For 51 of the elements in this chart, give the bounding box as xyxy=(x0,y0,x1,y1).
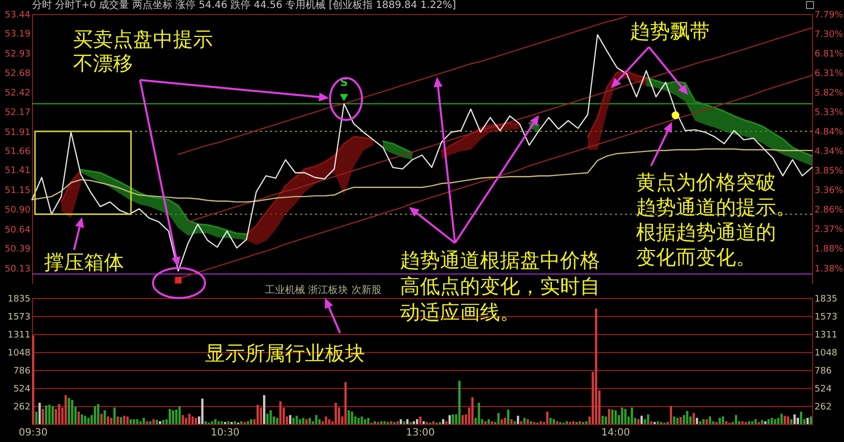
y2-tick-label: 3.36% xyxy=(814,186,844,196)
y2-tick-label: 5.82% xyxy=(814,88,844,98)
y2-tick-label: 1048 xyxy=(814,348,838,359)
y-tick-label: 52.68 xyxy=(4,68,31,79)
y2-tick-label: 1835 xyxy=(814,294,838,304)
y2-tick-label: 4.34% xyxy=(814,147,844,158)
y2-tick-label: 786 xyxy=(814,366,832,377)
x-tick-label: 10:30 xyxy=(210,428,240,438)
y2-tick-label: 3.85% xyxy=(814,166,844,176)
y-tick-label: 52.17 xyxy=(4,108,30,118)
y-tick-label: 52.42 xyxy=(4,88,30,99)
y2-tick-label: 1.38% xyxy=(814,264,844,274)
y-tick-label: 50.13 xyxy=(4,264,30,274)
y-tick-label: 53.44 xyxy=(4,10,31,20)
text: 工业机械 浙江板块 次新股 xyxy=(265,285,382,297)
y2-tick-label: 1311 xyxy=(814,330,838,340)
x-tick-label: 14:00 xyxy=(601,428,630,438)
y-tick-label: 50.64 xyxy=(4,225,31,236)
y2-tick-label: 1.88% xyxy=(814,244,844,254)
y-tick-label: 51.15 xyxy=(4,186,30,196)
y-tick-label: 1835 xyxy=(8,294,30,304)
y-tick-label: 524 xyxy=(13,384,31,395)
y-tick-label: 262 xyxy=(13,402,30,413)
y-tick-label: 51.66 xyxy=(4,147,31,158)
y2-tick-label: 7.30% xyxy=(814,30,844,40)
y-tick-label: 1573 xyxy=(8,312,30,322)
y-tick-label: 1048 xyxy=(8,348,31,359)
y2-tick-label: 5.33% xyxy=(814,108,844,118)
y-tick-label: 53.19 xyxy=(4,30,31,40)
y-tick-label: 50.39 xyxy=(4,244,31,254)
y-tick-label: 51.41 xyxy=(4,166,30,176)
y-tick-label: 1311 xyxy=(8,330,30,340)
x-tick-label: 09:30 xyxy=(18,428,48,438)
y-tick-label: 786 xyxy=(13,366,31,377)
y2-tick-label: 7.79% xyxy=(814,10,844,20)
y2-tick-label: 2.86% xyxy=(814,206,844,216)
y2-tick-label: 4.84% xyxy=(814,127,844,138)
y-tick-label: 52.93 xyxy=(4,50,30,60)
y2-tick-label: 2.37% xyxy=(814,225,844,236)
y-tick-label: 51.91 xyxy=(4,128,30,138)
annotation: 撑压箱体 xyxy=(44,250,124,274)
y2-tick-label: 1573 xyxy=(814,312,838,322)
y2-tick-label: 6.31% xyxy=(814,69,844,80)
annotation: 黄点为价格突破趋势通道的提示。根据趋势通道的变化而变化。 xyxy=(636,170,796,270)
y2-tick-label: 262 xyxy=(814,402,832,413)
y2-tick-label: 6.81% xyxy=(814,49,844,60)
annotation: 趋势飘带 xyxy=(630,19,710,43)
y2-tick-label: 524 xyxy=(814,384,832,395)
annotation: 买卖点盘中提示不漂移 xyxy=(73,27,213,75)
y-tick-label: 50.90 xyxy=(4,205,31,216)
x-tick-label: 13:00 xyxy=(406,428,435,438)
